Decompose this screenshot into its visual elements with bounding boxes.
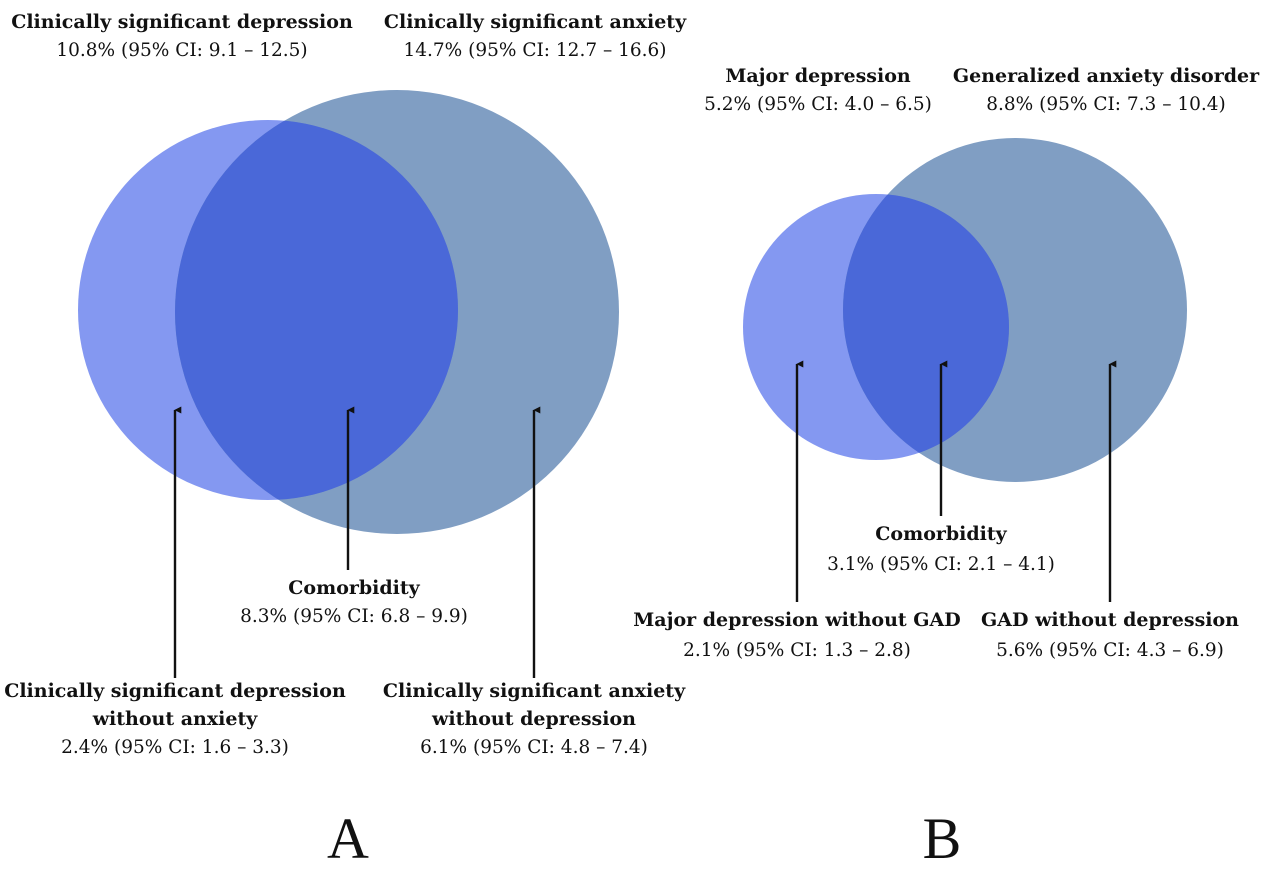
gad-value-b: 8.8% (95% CI: 7.3 – 10.4) <box>986 94 1226 115</box>
depression-value-a: 10.8% (95% CI: 9.1 – 12.5) <box>56 40 307 61</box>
anxiety-title-a: Clinically significant anxiety <box>384 11 687 33</box>
comorbidity-value-b: 3.1% (95% CI: 2.1 – 4.1) <box>827 554 1055 575</box>
gad-only-value-b: 5.6% (95% CI: 4.3 – 6.9) <box>996 640 1224 661</box>
depression-only-value-a: 2.4% (95% CI: 1.6 – 3.3) <box>61 737 289 758</box>
comorbidity-title-b: Comorbidity <box>875 523 1007 545</box>
panel-a: Clinically significant depression 10.8% … <box>4 11 687 871</box>
major-depression-title-b: Major depression <box>725 65 911 87</box>
depression-only-value-b: 2.1% (95% CI: 1.3 – 2.8) <box>683 640 911 661</box>
anxiety-only-title-a: Clinically significant anxiety <box>383 680 686 702</box>
gad-title-b: Generalized anxiety disorder <box>953 65 1260 87</box>
anxiety-only-title2-a: without depression <box>431 708 636 730</box>
anxiety-only-value-a: 6.1% (95% CI: 4.8 – 7.4) <box>420 737 648 758</box>
panel-letter-b: B <box>923 806 962 871</box>
gad-only-title-b: GAD without depression <box>981 609 1239 631</box>
depression-only-title2-a: without anxiety <box>92 708 259 730</box>
panel-letter-a: A <box>327 806 369 871</box>
comorbidity-value-a: 8.3% (95% CI: 6.8 – 9.9) <box>240 606 468 627</box>
depression-title-a: Clinically significant depression <box>11 11 353 33</box>
depression-only-title-a: Clinically significant depression <box>4 680 346 702</box>
major-depression-value-b: 5.2% (95% CI: 4.0 – 6.5) <box>704 94 932 115</box>
comorbidity-overlap-b <box>843 194 1009 460</box>
depression-only-title-b: Major depression without GAD <box>633 609 960 631</box>
anxiety-value-a: 14.7% (95% CI: 12.7 – 16.6) <box>403 40 666 61</box>
comorbidity-overlap-a <box>175 120 458 500</box>
panel-b: Major depression 5.2% (95% CI: 4.0 – 6.5… <box>633 65 1260 871</box>
comorbidity-title-a: Comorbidity <box>288 577 420 599</box>
